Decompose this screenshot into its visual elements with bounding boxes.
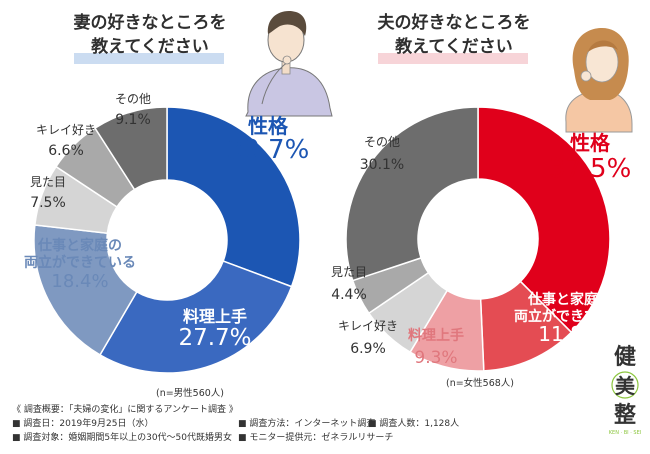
slice-1-5 <box>345 106 479 282</box>
right-title-line-1: 夫の好きなところを <box>378 12 531 33</box>
slice-value-0-5: 9.1% <box>115 112 151 128</box>
slice-value-1-5: 30.1% <box>360 157 404 173</box>
left-sample-note: (n=男性560人) <box>156 387 224 399</box>
woman-illustration <box>565 28 633 133</box>
man-illustration <box>245 10 333 117</box>
slice-value-1-2: 9.3% <box>414 348 457 368</box>
kenbisei-logo: 健 美 整 KEN · BI · SEI <box>609 344 641 436</box>
left-title-underline <box>74 53 224 64</box>
survey-provider: ■ モニター提供元：ゼネラルリサーチ <box>238 431 393 443</box>
survey-method: ■ 調査方法：インターネット調査 <box>238 417 375 429</box>
slice-label-0-3-line-0: 見た目 <box>30 175 66 189</box>
survey-count: ■ 調査人数：1,128人 <box>368 417 459 429</box>
slice-value-1-0: 37.5% <box>549 154 632 184</box>
slice-label-1-3-line-0: キレイ好き <box>338 319 398 333</box>
logo-char-1: 健 <box>614 344 636 370</box>
survey-target: ■ 調査対象：婚姻期間5年以上の30代〜50代既婚男女 <box>12 431 232 443</box>
right-sample-note: (n=女性568人) <box>446 377 514 389</box>
slice-label-1-1-line-1: 両立ができている <box>514 308 626 325</box>
slice-0-0 <box>166 106 301 288</box>
slice-0-1 <box>98 260 293 374</box>
slice-value-1-4: 4.4% <box>331 287 367 303</box>
right-title-line-2: 教えてください <box>394 36 513 57</box>
survey-footer: 《 調査概要：「夫婦の変化」に関するアンケート調査 》 ■ 調査日：2019年9… <box>12 403 459 443</box>
slice-label-0-1-line-0: 料理上手 <box>183 307 247 326</box>
slice-value-0-4: 6.6% <box>48 143 84 159</box>
slice-label-1-4-line-0: 見た目 <box>331 265 367 279</box>
slice-0-5 <box>93 106 168 191</box>
logo-char-3: 整 <box>614 402 636 428</box>
logo-ring <box>611 371 639 399</box>
slice-value-1-3: 6.9% <box>350 341 386 357</box>
slice-label-0-4-line-0: キレイ好き <box>36 123 96 137</box>
left-title-line-2: 教えてください <box>90 36 209 57</box>
slice-0-2 <box>33 224 138 356</box>
slice-label-0-5-line-0: その他 <box>115 92 151 106</box>
slice-1-0 <box>477 106 611 334</box>
slice-label-1-5-line-0: その他 <box>364 135 400 149</box>
slice-value-0-1: 27.7% <box>178 325 251 351</box>
logo-tagline: KEN · BI · SEI <box>609 430 641 436</box>
right-title-underline <box>378 53 528 64</box>
right-title-block: 夫の好きなところを 教えてください <box>378 12 531 64</box>
slice-label-1-1-line-0: 仕事と家庭の <box>527 291 612 308</box>
left-title-line-1: 妻の好きなところを <box>74 12 227 33</box>
survey-date: ■ 調査日：2019年9月25日（水） <box>12 417 153 429</box>
slice-value-0-2: 18.4% <box>51 271 108 292</box>
slice-value-1-1: 11.8% <box>538 322 602 346</box>
survey-heading: 《 調査概要：「夫婦の変化」に関するアンケート調査 》 <box>12 403 238 415</box>
slice-value-0-0: 30.7% <box>227 135 310 165</box>
slice-label-0-0-line-0: 性格 <box>248 114 289 138</box>
logo-char-2: 美 <box>615 374 636 398</box>
slice-label-0-2-line-0: 仕事と家庭の <box>37 237 122 254</box>
left-title-block: 妻の好きなところを 教えてください <box>74 12 227 64</box>
slice-label-1-0-line-0: 性格 <box>570 131 611 155</box>
slice-value-0-3: 7.5% <box>30 195 66 211</box>
slice-label-1-2-line-0: 料理上手 <box>408 327 464 344</box>
slice-label-0-2-line-1: 両立ができている <box>24 254 136 271</box>
